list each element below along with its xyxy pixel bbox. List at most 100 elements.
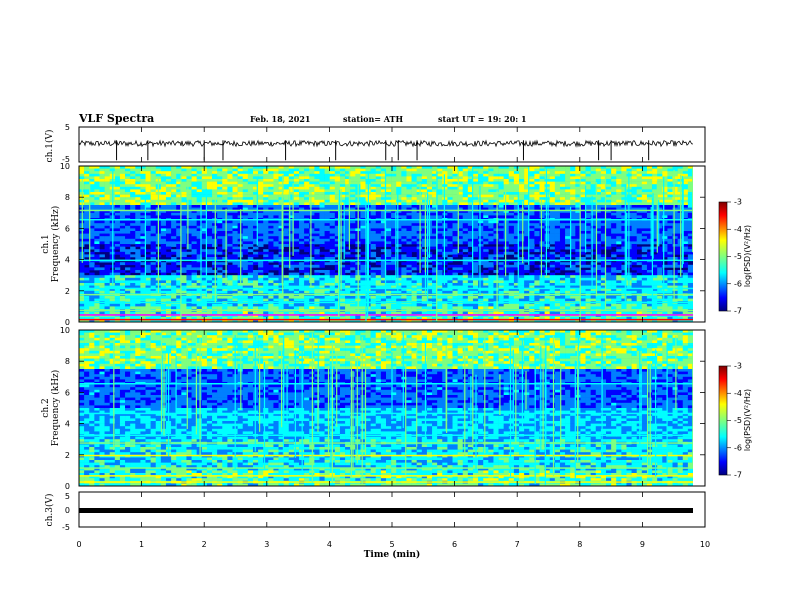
- spectrogram-cell: [503, 262, 510, 266]
- spectrogram-cell: [242, 220, 249, 224]
- spectrogram-cell: [150, 238, 157, 242]
- spectrogram-cell: [273, 267, 279, 271]
- spectrogram-cell: [130, 249, 136, 253]
- spectrogram-cell: [201, 184, 208, 188]
- spectrogram-cell: [273, 285, 279, 289]
- spectrogram-cell: [401, 298, 407, 302]
- spectrogram-cell: [181, 280, 187, 284]
- spectrogram-cell: [145, 179, 151, 182]
- spectrogram-cell: [201, 228, 208, 232]
- spectrogram-cell: [191, 194, 197, 198]
- spectrogram-cell: [498, 231, 504, 234]
- spectrogram-cell: [437, 233, 443, 237]
- spectrogram-cell: [339, 189, 346, 193]
- spectrogram-cell: [135, 298, 141, 302]
- spectrogram-cell: [513, 290, 520, 294]
- spectrogram-cell: [268, 264, 274, 268]
- spectrogram-cell: [472, 194, 479, 198]
- spectrogram-cell: [350, 228, 356, 232]
- spectrogram-cell: [217, 251, 223, 255]
- spectrogram-cell: [503, 283, 510, 286]
- spectrogram-cell: [186, 231, 192, 234]
- spectrogram-cell: [104, 285, 110, 289]
- spectrogram-cell: [79, 288, 85, 292]
- spectrogram-cell: [299, 277, 305, 281]
- spectrogram-cell: [79, 262, 85, 266]
- spectrogram-cell: [84, 166, 90, 169]
- spectrogram-cell: [411, 303, 417, 307]
- spectrogram-cell: [314, 207, 320, 211]
- spectrogram-cell: [201, 171, 208, 175]
- spectrogram-cell: [268, 238, 274, 242]
- spectrogram-cell: [114, 181, 121, 185]
- spectrogram-cell: [411, 184, 417, 188]
- spectrogram-cell: [84, 306, 90, 310]
- spectrogram-cell: [519, 176, 525, 180]
- spectrogram-cell: [329, 296, 336, 299]
- spectrogram-cell: [437, 231, 443, 234]
- spectrogram-cell: [360, 277, 366, 281]
- spectrogram-cell: [370, 197, 377, 201]
- spectrogram-cell: [319, 194, 325, 198]
- spectrogram-cell: [293, 202, 300, 206]
- spectrogram-cell: [304, 207, 310, 211]
- spectrogram-cell: [324, 215, 331, 219]
- spectrogram-cell: [345, 264, 351, 268]
- spectrogram-cell: [375, 179, 382, 182]
- spectrogram-cell: [206, 176, 213, 180]
- spectrogram-cell: [252, 179, 259, 182]
- spectrogram-cell: [472, 171, 479, 175]
- spectrogram-cell: [309, 280, 315, 284]
- spectrogram-cell: [299, 173, 305, 177]
- spectrogram-cell: [401, 223, 407, 227]
- spectrogram-cell: [293, 275, 300, 279]
- spectrogram-cell: [191, 207, 197, 211]
- spectrogram-cell: [503, 205, 510, 208]
- spectrogram-cell: [232, 290, 238, 294]
- spectrogram-cell: [114, 194, 121, 198]
- spectrogram-cell: [160, 205, 167, 208]
- spectrogram-cell: [99, 277, 105, 281]
- spectrogram-cell: [350, 189, 356, 193]
- spectrogram-cell: [165, 166, 172, 169]
- spectrogram-cell: [314, 298, 320, 302]
- spectrogram-cell: [350, 233, 356, 237]
- spectrogram-cell: [411, 179, 417, 182]
- spectrogram-cell: [217, 223, 223, 227]
- spectrogram-cell: [334, 316, 341, 320]
- spectrogram-cell: [79, 275, 85, 279]
- spectrogram-cell: [370, 173, 377, 177]
- spectrogram-cell: [319, 205, 325, 208]
- spectrogram-cell: [447, 215, 453, 219]
- spectrogram-cell: [191, 272, 197, 276]
- spectrogram-cell: [165, 241, 172, 245]
- spectrogram-cell: [114, 215, 121, 219]
- spectrogram-cell: [222, 228, 228, 232]
- spectrogram-cell: [503, 303, 510, 307]
- spectrogram-cell: [242, 319, 249, 323]
- spectrogram-cell: [119, 280, 126, 284]
- spectrogram-cell: [370, 270, 377, 273]
- spectrogram-cell: [140, 319, 146, 323]
- spectrogram-cell: [329, 168, 336, 172]
- spectrogram-cell: [140, 215, 146, 219]
- spectrogram-cell: [483, 168, 489, 172]
- spectrogram-cell: [84, 205, 90, 208]
- spectrogram-cell: [145, 228, 151, 232]
- spectrogram-cell: [447, 296, 453, 299]
- spectrogram-cell: [181, 288, 187, 292]
- spectrogram-cell: [334, 254, 341, 258]
- spectrogram-cell: [437, 296, 443, 299]
- spectrogram-cell: [299, 241, 305, 245]
- spectrogram-cell: [171, 251, 177, 255]
- spectrogram-cell: [293, 283, 300, 286]
- spectrogram-cell: [232, 298, 238, 302]
- spectrogram-cell: [421, 283, 428, 286]
- spectrogram-cell: [334, 179, 341, 182]
- spectrogram-cell: [227, 173, 233, 177]
- spectrogram-cell: [283, 228, 290, 232]
- spectrogram-cell: [191, 306, 197, 310]
- spectrogram-cell: [339, 280, 346, 284]
- spectrogram-cell: [242, 173, 249, 177]
- spectrogram-cell: [293, 192, 300, 195]
